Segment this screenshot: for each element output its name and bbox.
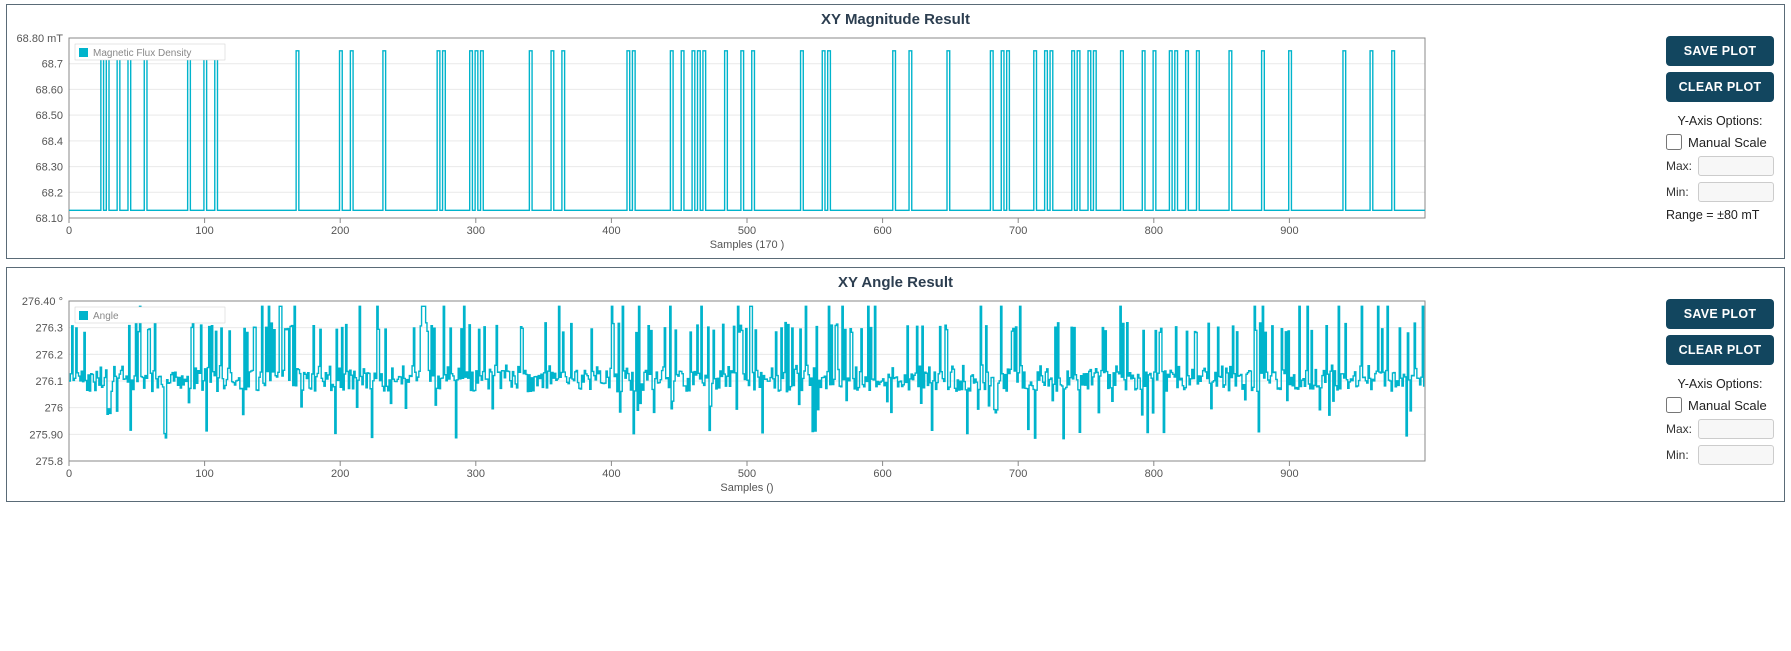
- x-tick-label: 400: [602, 225, 620, 237]
- y-tick-label: 276: [45, 403, 63, 415]
- y-axis-options-header: Y-Axis Options:: [1666, 114, 1774, 128]
- series-line: [69, 51, 1425, 210]
- y-tick-label: 275.90: [29, 429, 63, 441]
- x-tick-label: 700: [1009, 468, 1027, 480]
- manual-scale-checkbox[interactable]: [1666, 134, 1682, 150]
- x-tick-label: 900: [1280, 225, 1298, 237]
- x-tick-label: 0: [66, 225, 72, 237]
- legend: Magnetic Flux Density: [75, 44, 225, 60]
- x-tick-label: 200: [331, 225, 349, 237]
- chart-zone: 68.10 68.2 68.30 68.4 68.50 68.60 68.7 68.80 mT…: [11, 32, 1656, 252]
- x-tick-label: 800: [1145, 225, 1163, 237]
- x-axis-label: Samples (170 ): [710, 239, 785, 251]
- x-tick-label: 600: [873, 468, 891, 480]
- max-label: Max:: [1666, 422, 1694, 436]
- manual-scale-label: Manual Scale: [1688, 135, 1767, 150]
- min-input[interactable]: [1698, 182, 1774, 202]
- y-tick-label: 68.4: [42, 136, 63, 148]
- y-tick-label: 276.1: [35, 376, 63, 388]
- x-tick-label: 200: [331, 468, 349, 480]
- manual-scale-checkbox[interactable]: [1666, 397, 1682, 413]
- chart-zone: 275.8 275.90 276 276.1 276.2 276.3 276.40 ° 0 10…: [11, 295, 1656, 495]
- x-tick-label: 0: [66, 468, 72, 480]
- legend-label: Magnetic Flux Density: [93, 48, 191, 59]
- chart-svg: 275.8 275.90 276 276.1 276.2 276.3 276.40 ° 0 10…: [11, 295, 1431, 495]
- x-tick-label: 600: [873, 225, 891, 237]
- y-tick-label: 68.10: [35, 213, 63, 225]
- x-tick-label: 300: [467, 225, 485, 237]
- min-label: Min:: [1666, 448, 1694, 462]
- x-tick-label: 900: [1280, 468, 1298, 480]
- panel-title: XY Magnitude Result: [7, 5, 1784, 32]
- panel-angle: XY Angle Result275.8275.90276276.1276.22…: [6, 267, 1785, 502]
- y-tick-label: 68.60: [35, 84, 63, 96]
- max-input[interactable]: [1698, 156, 1774, 176]
- max-row: Max:: [1666, 419, 1774, 439]
- panel-body: 68.10 68.2 68.30 68.4 68.50 68.60 68.7 68.80 mT…: [7, 32, 1784, 258]
- max-input[interactable]: [1698, 419, 1774, 439]
- min-row: Min:: [1666, 182, 1774, 202]
- clear-plot-button[interactable]: CLEAR PLOT: [1666, 335, 1774, 365]
- panel-magnitude: XY Magnitude Result68.1068.268.3068.468.…: [6, 4, 1785, 259]
- y-tick-label: 276.40 °: [22, 296, 63, 308]
- y-tick-label: 68.50: [35, 110, 63, 122]
- x-tick-label: 400: [602, 468, 620, 480]
- x-tick-label: 800: [1145, 468, 1163, 480]
- min-row: Min:: [1666, 445, 1774, 465]
- manual-scale-row: Manual Scale: [1666, 134, 1774, 150]
- x-tick-label: 100: [195, 468, 213, 480]
- y-tick-label: 275.8: [35, 456, 63, 468]
- manual-scale-row: Manual Scale: [1666, 397, 1774, 413]
- panel-body: 275.8 275.90 276 276.1 276.2 276.3 276.40 ° 0 10…: [7, 295, 1784, 501]
- y-tick-label: 276.3: [35, 323, 63, 335]
- y-tick-label: 68.80 mT: [17, 33, 64, 45]
- x-tick-label: 100: [195, 225, 213, 237]
- panel-title: XY Angle Result: [7, 268, 1784, 295]
- max-row: Max:: [1666, 156, 1774, 176]
- legend-label: Angle: [93, 311, 119, 322]
- y-axis-options-header: Y-Axis Options:: [1666, 377, 1774, 391]
- save-plot-button[interactable]: SAVE PLOT: [1666, 299, 1774, 329]
- y-tick-label: 68.30: [35, 162, 63, 174]
- x-axis-label: Samples (): [720, 482, 773, 494]
- manual-scale-label: Manual Scale: [1688, 398, 1767, 413]
- min-input[interactable]: [1698, 445, 1774, 465]
- range-text: Range = ±80 mT: [1666, 208, 1774, 222]
- y-tick-label: 276.2: [35, 349, 63, 361]
- y-tick-label: 68.7: [42, 59, 63, 71]
- max-label: Max:: [1666, 159, 1694, 173]
- save-plot-button[interactable]: SAVE PLOT: [1666, 36, 1774, 66]
- clear-plot-button[interactable]: CLEAR PLOT: [1666, 72, 1774, 102]
- legend: Angle: [75, 307, 225, 323]
- controls: SAVE PLOT CLEAR PLOT Y-Axis Options: Manual…: [1656, 32, 1780, 222]
- chart-svg: 68.10 68.2 68.30 68.4 68.50 68.60 68.7 68.80 mT…: [11, 32, 1431, 252]
- x-tick-label: 300: [467, 468, 485, 480]
- min-label: Min:: [1666, 185, 1694, 199]
- x-tick-label: 700: [1009, 225, 1027, 237]
- x-tick-label: 500: [738, 468, 756, 480]
- controls: SAVE PLOT CLEAR PLOT Y-Axis Options: Manual…: [1656, 295, 1780, 465]
- y-tick-label: 68.2: [42, 187, 63, 199]
- x-tick-label: 500: [738, 225, 756, 237]
- series-line: [69, 306, 1424, 438]
